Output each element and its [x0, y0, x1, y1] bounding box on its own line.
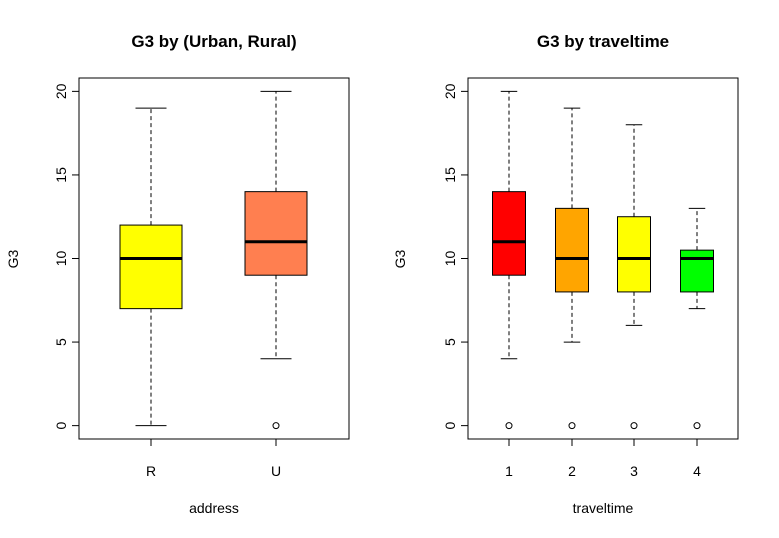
- x-tick-label: U: [271, 463, 281, 479]
- y-tick-label: 5: [442, 338, 458, 346]
- x-tick-label: R: [146, 463, 156, 479]
- x-tick-label: 1: [505, 463, 513, 479]
- y-axis-label: G3: [392, 249, 408, 268]
- y-tick-label: 10: [53, 251, 69, 267]
- chart-title: G3 by (Urban, Rural): [131, 32, 296, 51]
- y-tick-label: 10: [442, 251, 458, 267]
- box-body: [244, 191, 308, 276]
- outlier-point: [272, 422, 280, 430]
- x-tick-label: 2: [568, 463, 576, 479]
- outlier-point: [568, 422, 576, 430]
- y-tick-label: 20: [442, 83, 458, 99]
- box-2: [555, 107, 589, 430]
- box-body: [492, 191, 526, 276]
- y-tick-label: 0: [53, 422, 69, 430]
- y-axis-label: G3: [5, 249, 21, 268]
- plot-marks: 0 5 10 15 20 1 2 3 4: [442, 83, 714, 479]
- box-body: [617, 216, 651, 293]
- box-body: [119, 224, 183, 310]
- x-axis-label: traveltime: [573, 500, 634, 516]
- box-U: [244, 90, 308, 430]
- plot-marks: 0 5 10 15 20 R U: [53, 83, 308, 479]
- x-tick-label: 3: [630, 463, 638, 479]
- x-tick-label: 4: [693, 463, 701, 479]
- box-4: [680, 207, 714, 430]
- y-tick-label: 20: [53, 83, 69, 99]
- box-body: [555, 207, 589, 293]
- chart-title: G3 by traveltime: [537, 32, 669, 51]
- outlier-point: [505, 422, 513, 430]
- x-axis-label: address: [189, 500, 239, 516]
- panel-address: G3 by (Urban, Rural) address G3 0 5 10 15 20…: [5, 32, 350, 516]
- y-tick-label: 15: [442, 167, 458, 183]
- y-tick-label: 5: [53, 338, 69, 346]
- outlier-point: [630, 422, 638, 430]
- box-body: [680, 249, 714, 293]
- box-1: [492, 90, 526, 430]
- panel-traveltime: G3 by traveltime traveltime G3 0 5 10 15 20 1…: [392, 32, 739, 516]
- box-R: [119, 107, 183, 427]
- y-tick-label: 0: [442, 422, 458, 430]
- outlier-point: [693, 422, 701, 430]
- box-3: [617, 124, 651, 430]
- y-tick-label: 15: [53, 167, 69, 183]
